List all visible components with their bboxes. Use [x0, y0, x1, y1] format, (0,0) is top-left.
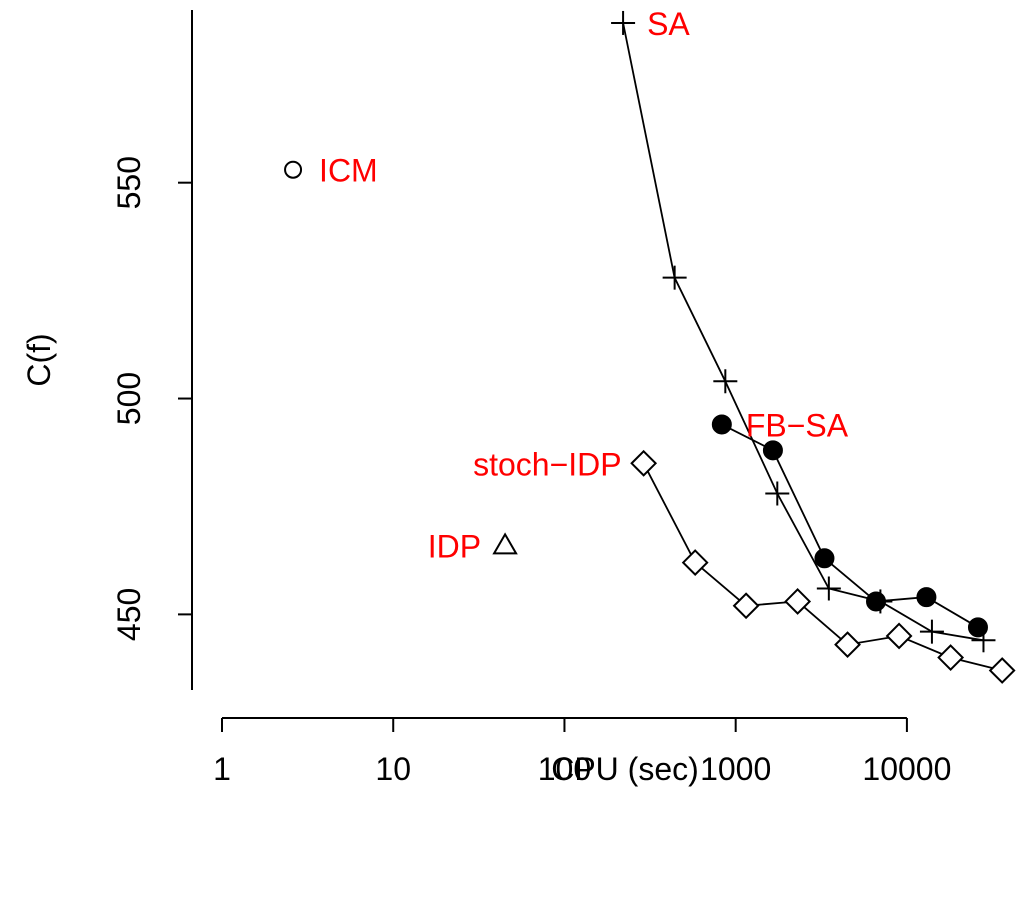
- x-tick-label: 1000: [700, 751, 771, 787]
- diamond-marker: [885, 622, 913, 650]
- diamond-marker: [784, 588, 812, 615]
- x-tick-label: 10000: [862, 751, 951, 787]
- filled-circle-marker: [866, 591, 887, 612]
- diamond-marker: [630, 449, 658, 477]
- series-label: ICM: [319, 153, 378, 189]
- series-label: FB−SA: [746, 407, 849, 443]
- series-5: [492, 532, 518, 555]
- diamond-marker: [937, 644, 965, 671]
- filled-circle-marker: [762, 440, 783, 461]
- series-line: [622, 22, 984, 642]
- series-label: IDP: [428, 528, 481, 564]
- open-circle-marker: [284, 160, 303, 179]
- series-1: [611, 10, 996, 653]
- diamond-marker: [732, 592, 760, 620]
- filled-circle-marker: [814, 548, 835, 569]
- plus-marker: [816, 576, 841, 601]
- y-tick-label: 500: [111, 372, 147, 425]
- series-2: [711, 414, 988, 638]
- y-axis-label: C(f): [21, 333, 57, 386]
- series-4: [284, 160, 303, 179]
- diamond-marker: [681, 549, 709, 576]
- x-axis-label: CPU (sec): [551, 751, 699, 787]
- y-tick-label: 550: [111, 156, 147, 209]
- series-label: stoch−IDP: [473, 446, 622, 482]
- x-tick-label: 10: [375, 751, 411, 787]
- plus-marker: [611, 10, 636, 35]
- series-label: SA: [647, 6, 690, 42]
- plus-marker: [919, 619, 944, 644]
- series-labels: SA FB−SA stoch−IDP ICM IDP: [319, 6, 849, 564]
- plus-marker: [662, 265, 687, 290]
- axes: 1 10 100 1000 10000 450 500 550: [111, 10, 951, 787]
- filled-circle-marker: [916, 587, 937, 608]
- triangle-marker: [492, 532, 518, 555]
- y-tick-label: 450: [111, 588, 147, 641]
- series-layer: [284, 10, 1016, 684]
- diamond-marker: [988, 657, 1016, 684]
- x-tick-label: 100: [538, 751, 591, 787]
- diamond-marker: [834, 631, 861, 659]
- filled-circle-marker: [711, 414, 732, 435]
- plus-marker: [765, 481, 790, 506]
- filled-circle-marker: [967, 617, 988, 638]
- series-3: [630, 449, 1016, 684]
- plus-marker: [713, 369, 738, 394]
- x-tick-label: 1: [213, 751, 231, 787]
